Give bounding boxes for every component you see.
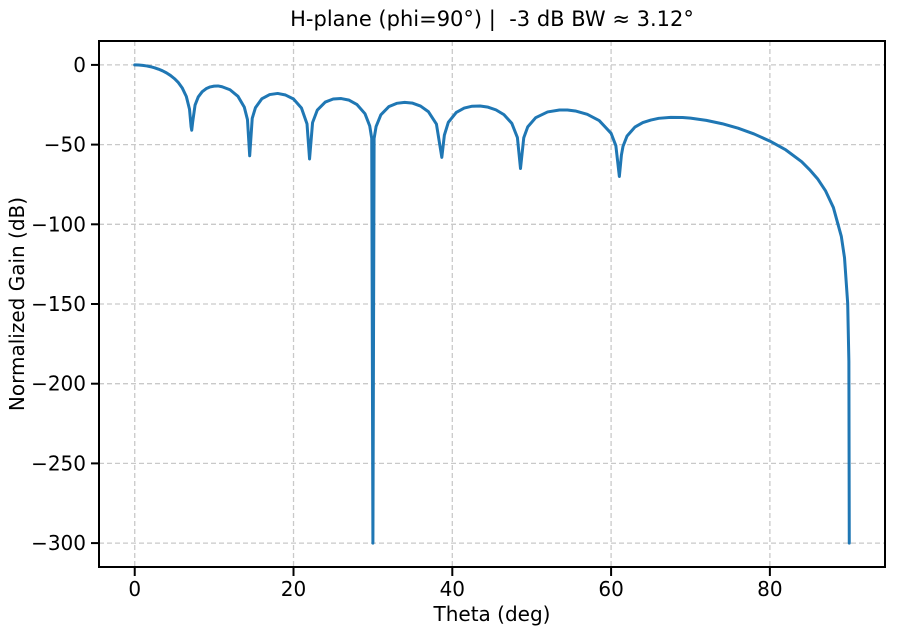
y-tick-label: −50 [44,133,86,157]
chart-title: H-plane (phi=90°) | -3 dB BW ≈ 3.12° [290,7,694,32]
y-tick-label: 0 [73,53,86,77]
y-tick-label: −150 [31,292,86,316]
x-tick-label: 0 [128,577,141,601]
x-axis-label: Theta (deg) [433,602,551,626]
x-tick-label: 40 [440,577,465,601]
y-tick-label: −300 [31,531,86,555]
grid-layer [99,41,885,567]
x-tick-label: 60 [598,577,623,601]
y-tick-label: −250 [31,451,86,475]
x-tick-label: 80 [757,577,782,601]
y-tick-label: −100 [31,212,86,236]
axes-spines [98,40,886,568]
pattern-curve [133,63,851,545]
x-tick-label: 20 [281,577,306,601]
y-axis-label: Normalized Gain (dB) [5,197,29,411]
axes-layer [98,40,886,568]
y-tick-label: −200 [31,372,86,396]
curve-layer [133,63,851,545]
tick-layer: 0 20 40 60 80 0 −50 −100 −150 −200 −250 −300 [31,53,783,601]
